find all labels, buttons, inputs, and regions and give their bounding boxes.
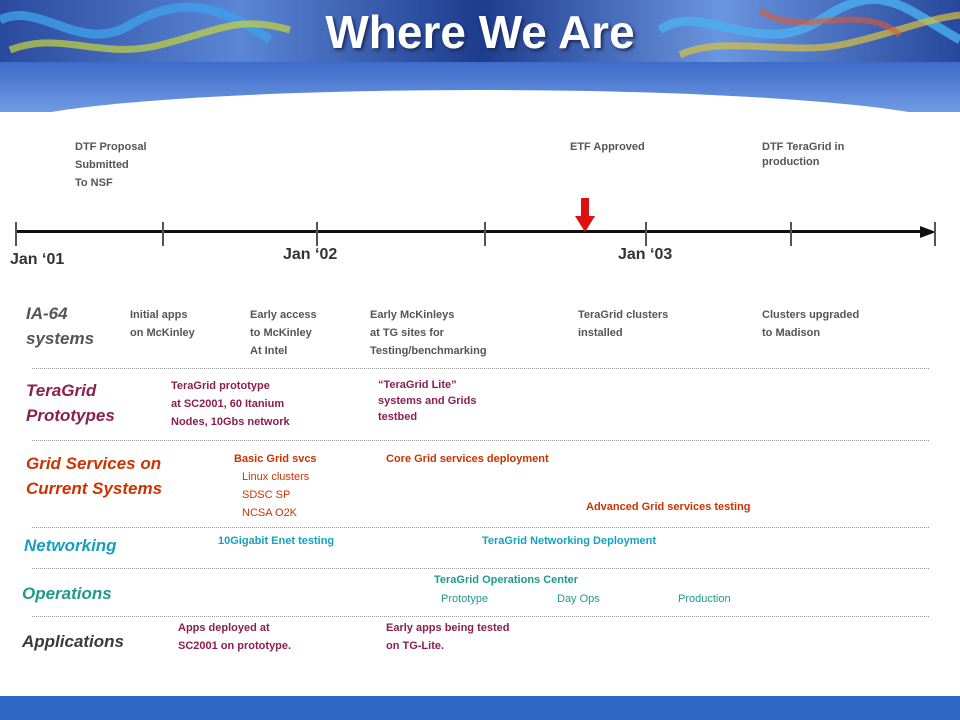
row-divider: [32, 616, 929, 617]
timeline-tick: [645, 222, 647, 246]
timeline-tick: [934, 222, 936, 246]
header-banner: [0, 0, 960, 62]
ia64-item: Initial apps on McKinley: [130, 309, 195, 339]
row-label-networking: Networking: [24, 536, 117, 555]
operations-phase: Day Ops: [557, 593, 600, 605]
grid-basic-systems: Linux clusters SDSC SP NCSA O2K: [242, 471, 310, 519]
grid-core-deployment: Core Grid services deployment: [386, 453, 549, 465]
timeline-tick: [15, 222, 17, 246]
row-label-prototypes: TeraGrid Prototypes: [26, 381, 115, 425]
timeline-axis: [16, 230, 928, 233]
networking-item: TeraGrid Networking Deployment: [482, 535, 656, 547]
row-label-operations: Operations: [22, 584, 112, 603]
operations-phase: Production: [678, 593, 731, 605]
grid-advanced-testing: Advanced Grid services testing: [586, 501, 751, 513]
applications-item: Apps deployed at SC2001 on prototype.: [178, 622, 292, 652]
operations-center: TeraGrid Operations Center: [434, 574, 579, 586]
row-divider: [32, 440, 929, 441]
footer-band: [0, 696, 960, 720]
ia64-item: TeraGrid clusters installed: [578, 309, 669, 339]
row-label-applications: Applications: [22, 632, 125, 651]
timeline-tick: [162, 222, 164, 246]
row-divider: [32, 527, 929, 528]
row-divider: [32, 368, 929, 369]
grid-basic-services: Basic Grid svcs: [234, 453, 317, 465]
milestone-dtf-proposal: DTF Proposal Submitted To NSF: [75, 141, 147, 189]
row-label-ia64: IA-64 systems: [26, 304, 95, 348]
page-title: Where We Are: [325, 6, 635, 58]
milestone-etf-approved: ETF Approved: [570, 141, 645, 153]
applications-item: Early apps being tested on TG-Lite.: [386, 622, 510, 652]
ia64-item: Early McKinleys at TG sites for Testing/…: [370, 309, 487, 357]
prototype-item: TeraGrid prototype at SC2001, 60 Itanium…: [171, 380, 290, 428]
timeline-label-jan03: Jan ‘03: [618, 246, 673, 263]
networking-item: 10Gigabit Enet testing: [218, 535, 335, 547]
operations-phase: Prototype: [441, 593, 489, 605]
milestone-dtf-production: DTF TeraGrid in production: [762, 141, 845, 168]
ia64-item: Early access to McKinley At Intel: [250, 309, 317, 357]
prototype-item: “TeraGrid Lite” systems and Grids testbe…: [378, 379, 477, 423]
ia64-item: Clusters upgraded to Madison: [762, 309, 860, 339]
protein-ribbon-decoration: [0, 0, 960, 59]
row-label-grid-services: Grid Services on Current Systems: [26, 454, 163, 498]
timeline-label-jan01: Jan ‘01: [10, 251, 65, 268]
timeline-tick: [790, 222, 792, 246]
timeline-arrowhead: [920, 226, 936, 238]
timeline-tick: [484, 222, 486, 246]
current-position-marker-icon: [575, 198, 595, 232]
timeline-label-jan02: Jan ‘02: [283, 246, 338, 263]
row-divider: [32, 568, 929, 569]
timeline-tick: [316, 222, 318, 246]
